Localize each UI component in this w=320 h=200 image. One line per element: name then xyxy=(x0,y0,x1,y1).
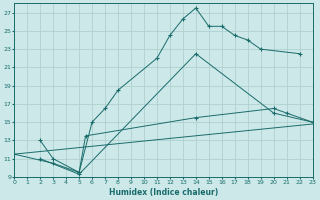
X-axis label: Humidex (Indice chaleur): Humidex (Indice chaleur) xyxy=(109,188,218,197)
